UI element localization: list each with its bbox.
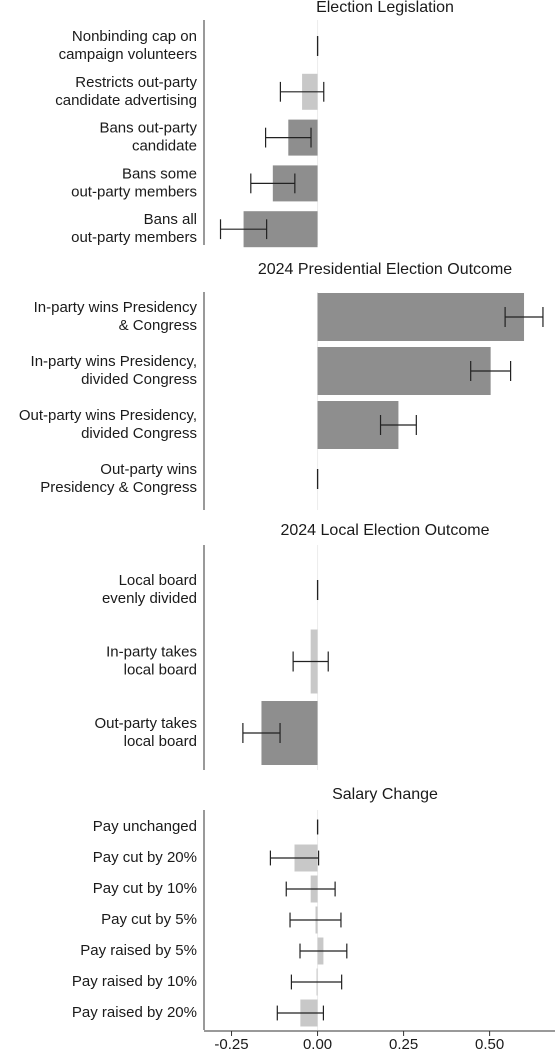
error-bar [276, 1005, 325, 1021]
category-label-line: In-party wins Presidency [34, 299, 198, 316]
category-label: Pay unchanged [93, 818, 197, 835]
category-label-line: Local board [119, 572, 197, 589]
category-label-line: out-party members [71, 229, 197, 246]
category-label: Bans some out-party members [71, 165, 197, 200]
error-bar [242, 723, 281, 743]
category-label-line: Nonbinding cap on [72, 28, 197, 45]
category-label-line: Pay cut by 5% [101, 911, 197, 928]
category-label-line: local board [124, 733, 197, 750]
category-label-line: In-party wins Presidency, [31, 353, 197, 370]
category-label: Pay cut by 10% [93, 880, 197, 897]
category-label: Out-party takes local board [94, 715, 197, 750]
error-bar [279, 81, 325, 102]
category-label-line: Pay cut by 10% [93, 880, 197, 897]
error-bar [292, 651, 329, 672]
category-label: Restricts out-party candidate advertising [55, 74, 197, 109]
panel-title: Salary Change [332, 786, 438, 803]
category-label-line: In-party takes [106, 643, 197, 660]
category-label-line: Pay raised by 20% [72, 1004, 197, 1021]
x-tick-label: 0.00 [303, 1036, 332, 1053]
error-bar [504, 307, 544, 327]
category-label-line: candidate advertising [55, 92, 197, 109]
category-label-line: campaign volunteers [59, 46, 197, 63]
panel-title: 2024 Presidential Election Outcome [258, 261, 512, 278]
category-label: In-party wins Presidency, divided Congres… [31, 353, 197, 388]
category-label-line: Restricts out-party [75, 74, 197, 91]
category-label-line: Pay unchanged [93, 818, 197, 835]
error-bar [264, 127, 312, 148]
category-label: In-party wins Presidency & Congress [34, 299, 198, 334]
panel-title: Election Legislation [316, 0, 454, 16]
category-label-line: Pay raised by 10% [72, 973, 197, 990]
error-bar [299, 943, 348, 959]
category-label-line: out-party members [71, 183, 197, 200]
bar [317, 347, 491, 395]
category-label: In-party takes local board [106, 643, 197, 678]
category-label: Pay raised by 10% [72, 973, 197, 990]
error-bar [470, 361, 512, 381]
category-label: Pay cut by 20% [93, 849, 197, 866]
category-label-line: candidate [132, 138, 197, 155]
x-tick-label: -0.25 [214, 1036, 248, 1053]
category-label: Out-party wins Presidency, divided Congre… [19, 407, 197, 442]
error-bar [269, 850, 320, 866]
category-label-line: Out-party wins [100, 461, 197, 478]
category-label-line: & Congress [119, 317, 197, 334]
error-bar [379, 415, 417, 435]
category-label-line: Bans out-party [99, 120, 197, 137]
category-label-line: Pay cut by 20% [93, 849, 197, 866]
category-label-line: Out-party takes [94, 715, 197, 732]
category-label-line: Pay raised by 5% [80, 942, 197, 959]
category-label-line: evenly divided [102, 590, 197, 607]
category-label-line: Presidency & Congress [40, 479, 197, 496]
category-label: Nonbinding cap on campaign volunteers [59, 28, 197, 63]
category-label-line: local board [124, 661, 197, 678]
category-label: Pay raised by 5% [80, 942, 197, 959]
error-bar [250, 173, 296, 194]
category-label: Pay raised by 20% [72, 1004, 197, 1021]
panel-title: 2024 Local Election Outcome [280, 522, 489, 539]
category-label: Bans out-party candidate [99, 120, 197, 155]
x-tick-label: 0.50 [475, 1036, 504, 1053]
error-bar [219, 219, 268, 240]
bar [317, 293, 525, 341]
category-label: Out-party wins Presidency & Congress [40, 461, 197, 496]
error-bar [289, 912, 342, 928]
category-label-line: Bans all [144, 211, 197, 228]
error-bar [285, 881, 336, 897]
category-label-line: Out-party wins Presidency, [19, 407, 197, 424]
category-label-line: Bans some [122, 165, 197, 182]
category-label-line: divided Congress [81, 425, 197, 442]
category-label: Pay cut by 5% [101, 911, 197, 928]
x-tick-label: 0.25 [389, 1036, 418, 1053]
category-label: Bans all out-party members [71, 211, 197, 246]
error-bar [290, 974, 343, 990]
category-label-line: divided Congress [81, 371, 197, 388]
category-label: Local board evenly divided [102, 572, 197, 607]
